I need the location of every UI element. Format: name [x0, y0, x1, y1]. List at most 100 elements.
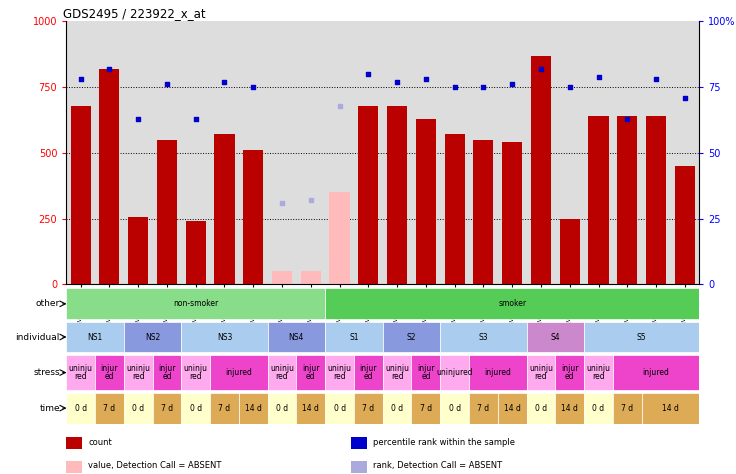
Text: 7 d: 7 d: [103, 404, 116, 412]
Point: [276, 199, 288, 207]
Bar: [66, 461, 82, 473]
Text: rank, Detection Call = ABSENT: rank, Detection Call = ABSENT: [373, 462, 503, 470]
Bar: [589, 116, 609, 284]
Text: time: time: [39, 404, 60, 412]
Bar: [469, 355, 526, 390]
Text: NS2: NS2: [145, 333, 160, 341]
Bar: [556, 392, 584, 424]
Bar: [613, 392, 642, 424]
Bar: [210, 392, 239, 424]
Bar: [498, 392, 526, 424]
Point: [219, 78, 230, 86]
Bar: [210, 355, 268, 390]
Text: NS4: NS4: [289, 333, 304, 341]
Point: [535, 65, 547, 73]
Bar: [124, 355, 152, 390]
Bar: [66, 392, 95, 424]
Text: count: count: [88, 438, 112, 447]
Bar: [358, 106, 378, 284]
Text: uninju
red: uninju red: [270, 364, 294, 381]
Bar: [325, 392, 354, 424]
Bar: [301, 271, 321, 284]
Bar: [445, 135, 464, 284]
Point: [506, 81, 518, 88]
Bar: [239, 392, 268, 424]
Text: uninju
red: uninju red: [68, 364, 93, 381]
Bar: [297, 392, 325, 424]
Bar: [325, 355, 354, 390]
Bar: [618, 116, 637, 284]
Bar: [383, 355, 411, 390]
Text: injured: injured: [225, 368, 252, 377]
Text: GDS2495 / 223922_x_at: GDS2495 / 223922_x_at: [63, 7, 205, 20]
Bar: [157, 140, 177, 284]
Text: 14 d: 14 d: [302, 404, 319, 412]
Text: injur
ed: injur ed: [561, 364, 578, 381]
Bar: [559, 219, 580, 284]
Bar: [243, 150, 263, 284]
Text: individual: individual: [15, 333, 60, 341]
Text: NS3: NS3: [217, 333, 232, 341]
Bar: [124, 321, 181, 353]
Text: 0 d: 0 d: [448, 404, 461, 412]
Text: S5: S5: [637, 333, 646, 341]
Bar: [66, 288, 325, 319]
Bar: [469, 392, 498, 424]
Text: 7 d: 7 d: [219, 404, 230, 412]
Bar: [95, 392, 124, 424]
Point: [679, 94, 690, 101]
Text: smoker: smoker: [498, 300, 526, 308]
Text: 14 d: 14 d: [662, 404, 679, 412]
Point: [392, 78, 403, 86]
Bar: [152, 355, 181, 390]
Text: 0 d: 0 d: [333, 404, 346, 412]
Text: percentile rank within the sample: percentile rank within the sample: [373, 438, 515, 447]
Point: [478, 83, 489, 91]
Bar: [99, 69, 119, 284]
Text: 0 d: 0 d: [592, 404, 604, 412]
Bar: [642, 392, 699, 424]
Text: uninju
red: uninju red: [184, 364, 208, 381]
Text: 7 d: 7 d: [362, 404, 375, 412]
Text: injur
ed: injur ed: [101, 364, 118, 381]
Text: stress: stress: [33, 368, 60, 377]
Point: [362, 70, 374, 78]
Bar: [411, 355, 440, 390]
Text: 7 d: 7 d: [420, 404, 432, 412]
Bar: [354, 355, 383, 390]
Bar: [531, 55, 551, 284]
Text: 14 d: 14 d: [503, 404, 520, 412]
Bar: [502, 142, 523, 284]
Text: 0 d: 0 d: [132, 404, 144, 412]
Bar: [440, 355, 469, 390]
Bar: [71, 106, 91, 284]
Bar: [325, 288, 699, 319]
Text: 0 d: 0 d: [391, 404, 403, 412]
Text: other: other: [35, 300, 60, 308]
Text: 14 d: 14 d: [245, 404, 262, 412]
Bar: [330, 192, 350, 284]
Text: injur
ed: injur ed: [158, 364, 176, 381]
Bar: [675, 166, 695, 284]
Bar: [354, 392, 383, 424]
Text: 0 d: 0 d: [74, 404, 87, 412]
Bar: [646, 116, 666, 284]
Text: uninju
red: uninju red: [587, 364, 610, 381]
Bar: [152, 392, 181, 424]
Point: [333, 102, 345, 109]
Point: [592, 73, 604, 81]
Point: [190, 115, 202, 122]
Point: [420, 75, 432, 83]
Bar: [185, 221, 206, 284]
Bar: [556, 355, 584, 390]
Bar: [473, 140, 493, 284]
Bar: [214, 135, 235, 284]
Text: S2: S2: [407, 333, 417, 341]
Bar: [383, 321, 440, 353]
Text: S3: S3: [478, 333, 488, 341]
Point: [621, 115, 633, 122]
Bar: [383, 392, 411, 424]
Point: [247, 83, 259, 91]
Text: NS1: NS1: [88, 333, 102, 341]
Text: uninju
red: uninju red: [385, 364, 409, 381]
